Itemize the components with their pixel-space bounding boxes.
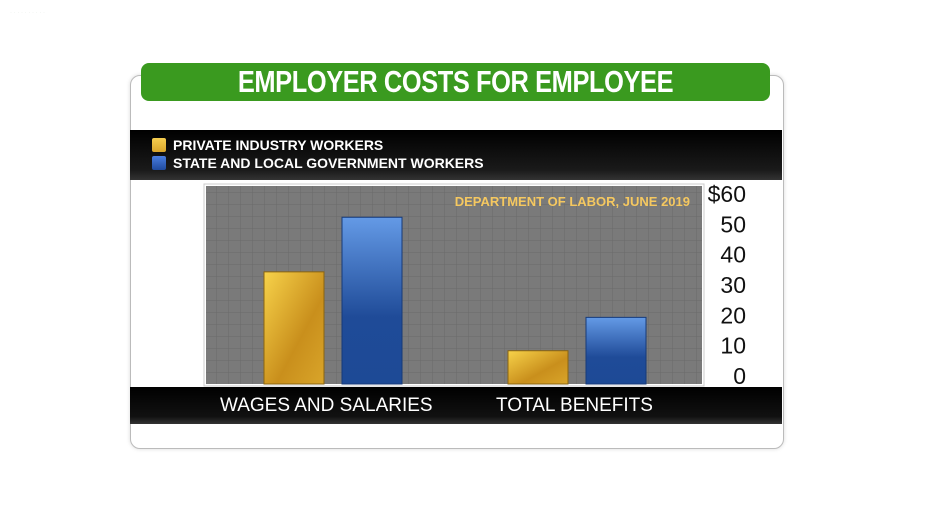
bar-private-0 [263, 271, 325, 385]
legend-label: PRIVATE INDUSTRY WORKERS [173, 137, 384, 153]
y-tick-label: 0 [733, 363, 746, 389]
category-label: TOTAL BENEFITS [496, 395, 653, 416]
chart-annotation: DEPARTMENT OF LABOR, JUNE 2019 [455, 194, 690, 209]
bar-government-0 [341, 216, 403, 385]
bar-government-1 [585, 316, 647, 385]
bar-private-1 [507, 350, 569, 385]
background-ticker: · · · · · · · · · · [10, 10, 45, 16]
legend-swatch-government [152, 156, 166, 170]
legend-item-government: STATE AND LOCAL GOVERNMENT WORKERS [152, 155, 484, 171]
category-axis: WAGES AND SALARIES TOTAL BENEFITS [130, 387, 782, 424]
y-tick-label: 10 [720, 333, 746, 359]
legend-item-private: PRIVATE INDUSTRY WORKERS [152, 137, 383, 153]
legend: PRIVATE INDUSTRY WORKERS STATE AND LOCAL… [130, 130, 782, 180]
category-label: WAGES AND SALARIES [220, 395, 433, 416]
y-tick-label: 40 [720, 242, 746, 268]
legend-label: STATE AND LOCAL GOVERNMENT WORKERS [173, 155, 484, 171]
legend-swatch-private [152, 138, 166, 152]
y-tick-label: 50 [720, 211, 746, 237]
y-tick-label: 20 [720, 302, 746, 328]
y-tick-label: 30 [720, 272, 746, 298]
y-tick-label: $60 [708, 181, 746, 207]
